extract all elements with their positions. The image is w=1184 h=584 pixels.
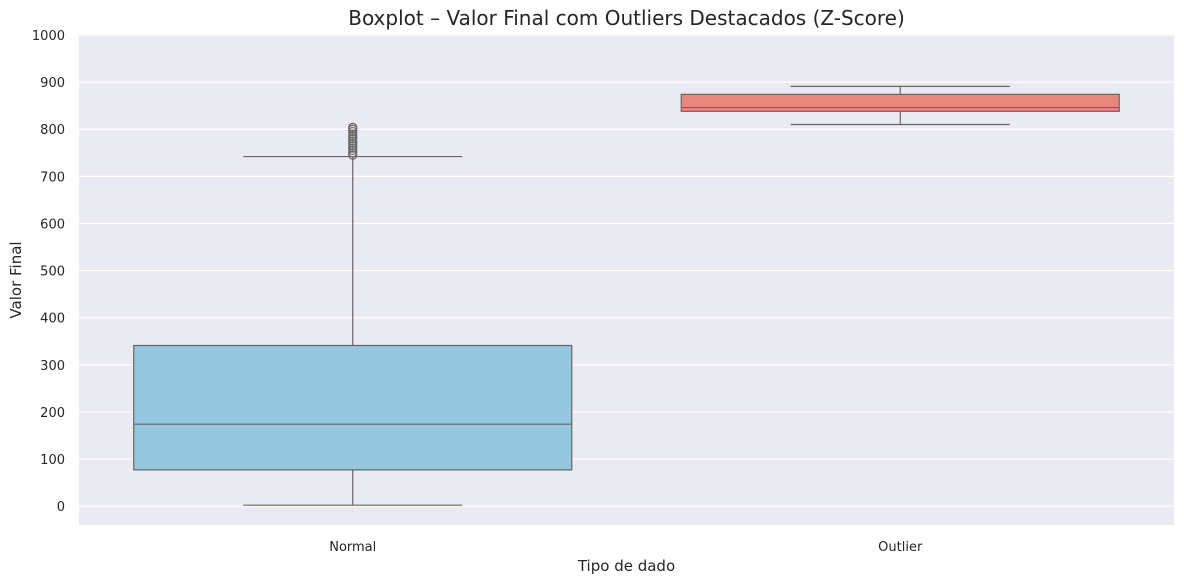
outlier-point: [348, 138, 358, 148]
y-tick-label: 700: [40, 170, 65, 185]
x-tick-labels: Normal Outlier: [329, 540, 923, 555]
outlier-point: [348, 145, 358, 156]
outlier-point: [348, 131, 358, 141]
box-outlier: [680, 85, 1120, 126]
outlier-point: [348, 134, 358, 144]
x-axis-label: Tipo de dado: [577, 557, 675, 575]
outlier-point: [348, 126, 358, 137]
y-tick-labels: 0 100 200 300 400 500 600 700 800 900 1000: [32, 29, 65, 515]
x-tick-label: Normal: [329, 540, 376, 555]
outlier-point: [348, 136, 358, 146]
y-tick-label: 100: [40, 453, 65, 468]
box-iqr: [680, 93, 1120, 112]
y-tick-label: 0: [57, 500, 65, 515]
y-tick-label: 600: [40, 217, 65, 232]
outlier-point: [348, 143, 358, 153]
outlier-point: [348, 129, 358, 139]
chart-title: Boxplot – Valor Final com Outliers Desta…: [348, 6, 905, 30]
outlier-point: [348, 148, 358, 158]
y-tick-label: 500: [40, 265, 65, 280]
x-tick-label: Outlier: [878, 540, 923, 555]
box-iqr: [133, 344, 573, 471]
y-tick-label: 400: [40, 312, 65, 327]
y-axis-label: Valor Final: [7, 241, 25, 318]
y-tick-label: 200: [40, 406, 65, 421]
boxes: [133, 85, 1120, 506]
y-tick-label: 800: [40, 123, 65, 138]
outlier-point: [348, 150, 358, 160]
y-tick-label: 900: [40, 76, 65, 91]
outlier-point: [348, 141, 358, 151]
outlier-point: [348, 122, 358, 132]
y-tick-label: 1000: [32, 29, 65, 44]
box-normal: [133, 122, 573, 506]
y-tick-label: 300: [40, 359, 65, 374]
